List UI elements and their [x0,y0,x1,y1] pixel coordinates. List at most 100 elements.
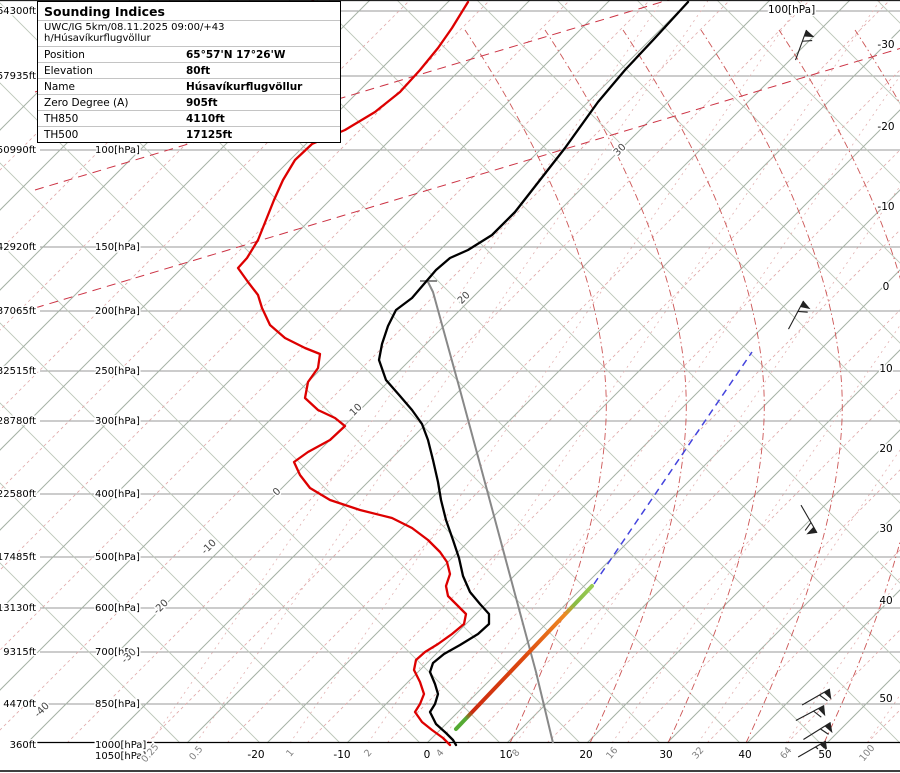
pressure-label: 500[hPa] [95,552,140,563]
pressure-label: 150[hPa] [95,242,140,253]
dry-adiabat-line [0,322,421,744]
mixing-ratio-label: 4 [434,747,446,759]
info-value: 905ft [186,96,218,109]
altitude-label: 64300ft [0,6,36,17]
info-label: Position [44,48,85,61]
panel-title: Sounding Indices [44,4,165,19]
altitude-label: 32515ft [0,366,36,377]
moist-adiabat-line [464,29,607,744]
wind-barb [801,688,832,706]
mixing-ratio-line [195,0,709,744]
isotherm-line [26,0,771,744]
isotherm-line [586,429,900,744]
wind-barb [800,504,818,535]
right-temp-label: -30 [877,39,894,51]
info-row-th850: TH850 4110ft [38,110,340,126]
altitude-label: 37065ft [0,306,36,317]
parcel-curve[interactable] [426,279,554,744]
bottom-temp-label: 20 [579,749,592,761]
temperature-curve[interactable] [377,0,690,747]
right-temp-label: 20 [879,443,892,455]
mixing-ratio-line [697,449,900,744]
sounding-indices-panel: Sounding Indices UWC/IG 5km/08.11.2025 0… [37,1,341,143]
bottom-temp-label: -20 [247,749,264,761]
model-run-info: UWC/IG 5km/08.11.2025 09:00/+43 h/Húsaví… [38,20,340,46]
wind-barb [788,300,811,330]
reference-dashed-line [34,0,671,191]
pressure-label: 250[hPa] [95,366,140,377]
info-row-elevation: Elevation 80ft [38,62,340,78]
mixing-ratio-line [367,0,881,744]
bottom-temp-label: -10 [333,749,350,761]
isotherm-minor-line [66,0,811,744]
altitude-label: 28780ft [0,416,36,427]
wind-barb [795,705,826,721]
isotherm-minor-line [706,549,900,744]
isotherm-minor-line [0,0,731,731]
dry-adiabat-line [636,0,900,264]
bottom-temp-label: 40 [738,749,751,761]
altitude-label: 17485ft [0,552,36,563]
dry-adiabat-line [236,0,900,664]
info-label: Name [44,80,75,93]
isotherm-minor-line [626,469,900,744]
isotherm-label: 10 [348,402,365,419]
info-label: TH500 [44,128,79,141]
info-value: 65°57'N 17°26'W [186,48,286,61]
mixing-ratio-line [515,185,900,744]
info-value: 80ft [186,64,211,77]
pressure-label-top-right: 100[hPa] [768,4,815,16]
pressure-label: 700[hPa] [95,647,140,658]
mixing-ratio-label: 1 [284,747,296,759]
dry-adiabat-line [396,0,900,504]
altitude-label: 50990ft [0,145,36,156]
parcel-mixing-line-blue[interactable] [593,351,753,585]
mixing-ratio-label: 100 [857,743,877,764]
pressure-label: 1000[hPa] [95,740,146,751]
isotherm-line [0,0,691,691]
dry-adiabat-line [556,0,900,344]
dry-adiabat-line [716,0,900,184]
dry-adiabat-line [0,562,181,744]
isotherm-line [186,29,900,744]
wind-barb [797,740,828,758]
isotherm-minor-line [226,69,900,744]
dry-adiabat-line [0,242,501,744]
wind-barb [803,722,833,740]
right-temp-label: 10 [879,363,892,375]
dry-adiabat-line [476,0,900,424]
mixing-ratio-line [149,0,663,744]
right-temp-label: -10 [877,201,894,213]
isotherm-minor-line [466,309,900,744]
isotherm-line [346,189,900,744]
isotherm-line [506,349,900,744]
isotherm-minor-line [546,389,900,744]
mixing-ratio-line [785,576,900,744]
mixing-ratio-label: 16 [604,745,620,761]
isotherm-line [746,589,900,744]
isotherm-minor-line [146,0,891,744]
isotherm-minor-line [386,229,900,744]
cape-gradient-line[interactable] [454,584,594,731]
mixing-ratio-line [611,324,900,744]
mixing-ratio-line [289,0,803,744]
mixing-ratio-label: 0.5 [187,744,205,763]
isotherm-line [106,0,851,744]
reference-dashed-line [34,48,900,309]
isotherm-minor-line [306,149,900,744]
isotherm-line [0,0,131,131]
bottom-temp-label: 0 [424,749,431,761]
dry-adiabat-line [0,482,261,744]
altitude-label: 4470ft [3,699,36,710]
pressure-label: 200[hPa] [95,306,140,317]
info-row-zero-degree: Zero Degree (A) 905ft [38,94,340,110]
pressure-label: 400[hPa] [95,489,140,500]
pressure-label: 600[hPa] [95,603,140,614]
altitude-label: 57935ft [0,71,36,82]
bottom-temp-label: 30 [659,749,672,761]
info-row-th500: TH500 17125ft [38,126,340,142]
dewpoint-curve[interactable] [236,0,470,747]
pressure-label: 100[hPa] [95,145,140,156]
isotherm-line [0,0,531,531]
